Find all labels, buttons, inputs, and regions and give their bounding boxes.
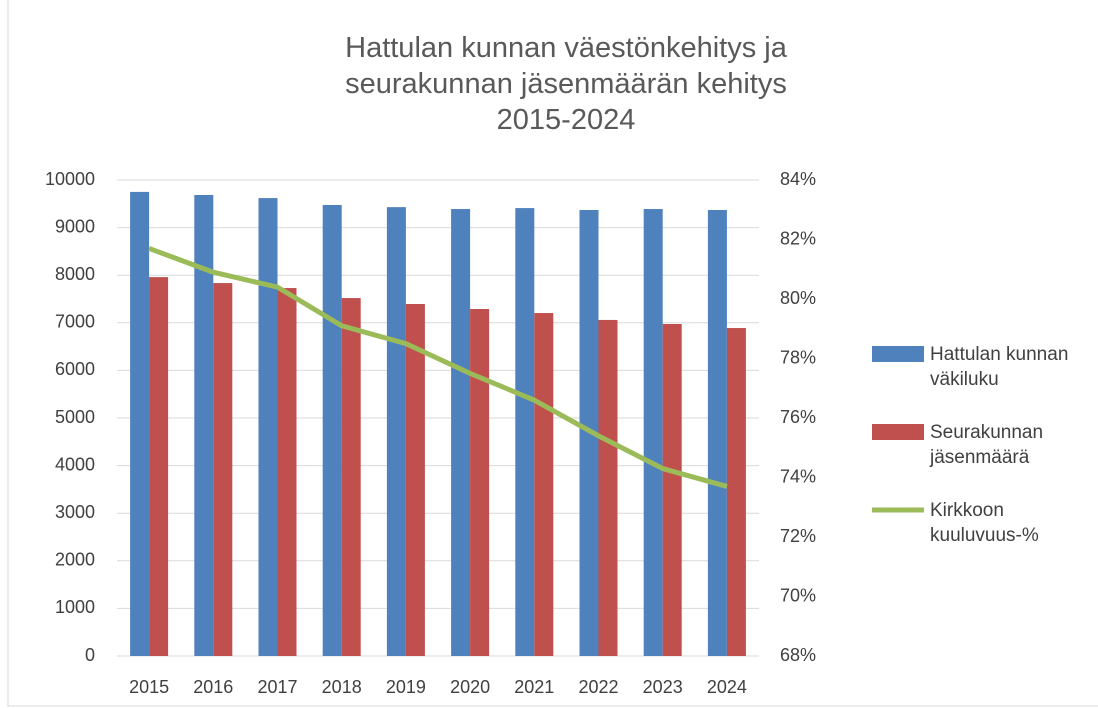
x-tick-label: 2016 [193, 677, 233, 697]
y2-tick-label: 72% [780, 526, 816, 546]
x-tick-label: 2018 [322, 677, 362, 697]
y2-tick-label: 74% [780, 466, 816, 486]
x-tick-label: 2017 [257, 677, 297, 697]
x-tick-label: 2023 [643, 677, 683, 697]
y2-tick-label: 84% [780, 169, 816, 189]
y2-tick-label: 68% [780, 645, 816, 665]
y-tick-label: 2000 [55, 550, 95, 570]
bar [322, 204, 342, 657]
bar [405, 303, 425, 656]
bar [130, 191, 150, 656]
y2-tick-label: 80% [780, 288, 816, 308]
chart-border [7, 0, 1098, 707]
y2-tick-label: 78% [780, 347, 816, 367]
bar [726, 328, 746, 656]
y-tick-label: 8000 [55, 264, 95, 284]
legend-label: Hattulan kunnan väkiluku [930, 344, 1069, 390]
line [148, 246, 728, 489]
x-tick-label: 2024 [707, 677, 747, 697]
x-tick-label: 2015 [129, 677, 169, 697]
y2-tick-label: 82% [780, 228, 816, 248]
bar [277, 288, 297, 656]
bar [213, 283, 233, 656]
bar [643, 209, 663, 656]
x-tick-label: 2019 [386, 677, 426, 697]
y-tick-label: 4000 [55, 454, 95, 474]
bar [451, 209, 471, 656]
bar [149, 277, 169, 656]
bar [662, 323, 682, 656]
bar [258, 198, 278, 656]
y-tick-label: 1000 [55, 597, 95, 617]
y-tick-label: 7000 [55, 312, 95, 332]
x-tick-label: 2022 [578, 677, 618, 697]
legend-label: Seurakunnan jäsenmäärä [930, 422, 1044, 468]
bar [515, 208, 535, 657]
bar [386, 207, 406, 656]
y-tick-label: 3000 [55, 502, 95, 522]
legend-label: Kirkkoon kuuluvuus-% [930, 500, 1039, 546]
y-tick-label: 10000 [45, 169, 95, 189]
bar [341, 298, 361, 656]
y-tick-label: 9000 [55, 216, 95, 236]
legend-swatch [872, 424, 924, 440]
y2-tick-label: 70% [780, 585, 816, 605]
x-tick-label: 2020 [450, 677, 490, 697]
y2-tick-label: 76% [780, 407, 816, 427]
y-tick-label: 0 [85, 645, 95, 665]
bar [470, 308, 490, 656]
y-tick-label: 6000 [55, 359, 95, 379]
bar [534, 313, 554, 656]
chart-title: Hattulan kunnan väestönkehitys ja seurak… [345, 32, 787, 136]
bar [707, 209, 727, 656]
y-tick-label: 5000 [55, 407, 95, 427]
legend-swatch [872, 346, 924, 362]
bar [598, 319, 618, 656]
x-tick-label: 2021 [514, 677, 554, 697]
bar [194, 194, 214, 656]
